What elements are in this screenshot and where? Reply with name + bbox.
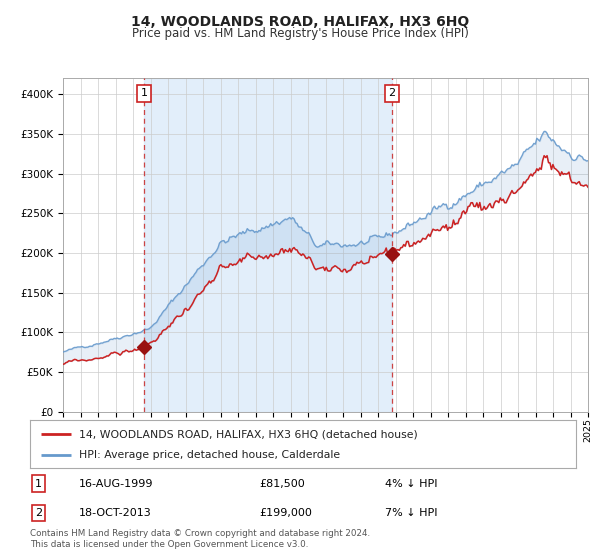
Text: 2: 2 bbox=[388, 88, 395, 99]
Text: Price paid vs. HM Land Registry's House Price Index (HPI): Price paid vs. HM Land Registry's House … bbox=[131, 27, 469, 40]
Text: £81,500: £81,500 bbox=[259, 479, 305, 488]
Text: HPI: Average price, detached house, Calderdale: HPI: Average price, detached house, Cald… bbox=[79, 450, 340, 460]
Text: Contains HM Land Registry data © Crown copyright and database right 2024.
This d: Contains HM Land Registry data © Crown c… bbox=[30, 529, 370, 549]
Text: 18-OCT-2013: 18-OCT-2013 bbox=[79, 508, 152, 517]
Text: 14, WOODLANDS ROAD, HALIFAX, HX3 6HQ: 14, WOODLANDS ROAD, HALIFAX, HX3 6HQ bbox=[131, 15, 469, 29]
Text: £199,000: £199,000 bbox=[259, 508, 312, 517]
Text: 1: 1 bbox=[35, 479, 41, 488]
Text: 4% ↓ HPI: 4% ↓ HPI bbox=[385, 479, 437, 488]
Text: 1: 1 bbox=[140, 88, 148, 99]
Text: 7% ↓ HPI: 7% ↓ HPI bbox=[385, 508, 437, 517]
Text: 2: 2 bbox=[35, 508, 42, 517]
Text: 16-AUG-1999: 16-AUG-1999 bbox=[79, 479, 154, 488]
Bar bbox=[144, 78, 392, 412]
Text: 14, WOODLANDS ROAD, HALIFAX, HX3 6HQ (detached house): 14, WOODLANDS ROAD, HALIFAX, HX3 6HQ (de… bbox=[79, 430, 418, 439]
